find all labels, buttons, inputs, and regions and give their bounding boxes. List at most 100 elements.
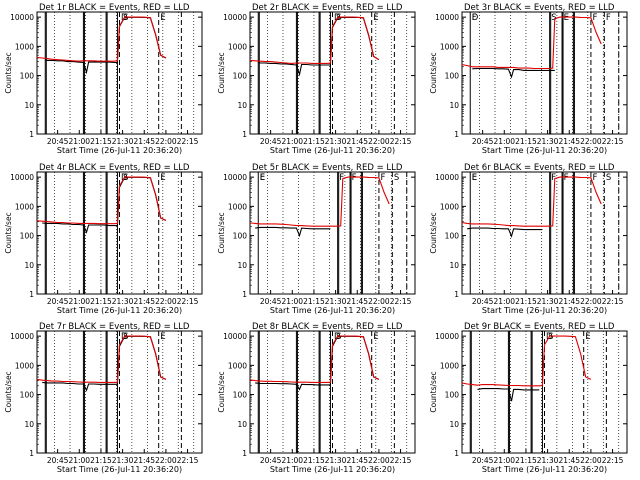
x-tick-label: 21:00 bbox=[68, 137, 90, 146]
event-marker-label: E bbox=[373, 13, 378, 23]
panel-1: Det 1r BLACK = Events, RED = LLD 1 10 100 10… bbox=[4, 3, 203, 155]
x-tick-label: 21:45 bbox=[558, 297, 580, 306]
events-series-line bbox=[467, 227, 543, 238]
event-marker-label: F bbox=[380, 173, 385, 183]
y-tick-label: 1 bbox=[454, 290, 459, 299]
y-axis-label: Counts/sec bbox=[217, 212, 226, 253]
lld-series-line bbox=[461, 335, 592, 387]
y-tick-label: 1000 bbox=[15, 202, 34, 211]
y-tick-label: 1000 bbox=[440, 202, 459, 211]
x-tick-label: 21:30 bbox=[537, 456, 559, 465]
x-axis-label: Start Time (26-Jul-11 20:36:20) bbox=[482, 146, 607, 155]
x-axis-label: Start Time (26-Jul-11 20:36:20) bbox=[57, 146, 182, 155]
y-tick-label: 10000 bbox=[10, 332, 34, 341]
event-marker-label: E bbox=[564, 13, 569, 23]
events-series-line bbox=[477, 388, 540, 402]
x-tick-label: 21:15 bbox=[90, 137, 112, 146]
x-tick-label: 20:45 bbox=[472, 456, 494, 465]
y-axis-label: Counts/sec bbox=[429, 212, 438, 253]
lld-series-line bbox=[36, 16, 167, 62]
x-tick-label: 21:00 bbox=[68, 297, 90, 306]
event-marker-label: E bbox=[260, 173, 265, 183]
y-tick-label: 1000 bbox=[15, 361, 34, 370]
x-tick-label: 21:15 bbox=[515, 456, 537, 465]
y-tick-label: 10 bbox=[237, 101, 247, 110]
panel-4: Det 4r BLACK = Events, RED = LLD 1 10 100 10… bbox=[4, 163, 203, 315]
y-tick-label: 1 bbox=[242, 290, 247, 299]
y-tick-label: 1000 bbox=[440, 361, 459, 370]
y-tick-label: 100 bbox=[233, 232, 248, 241]
panel-title: Det 3r BLACK = Events, RED = LLD bbox=[464, 3, 615, 13]
event-marker-label: E bbox=[585, 332, 590, 342]
event-marker-label: S bbox=[123, 13, 128, 23]
event-marker-label: F bbox=[564, 173, 569, 183]
x-axis-label: Start Time (26-Jul-11 20:36:20) bbox=[270, 465, 395, 474]
y-tick-label: 10000 bbox=[10, 13, 34, 22]
panel-9: Det 9r BLACK = Events, RED = LLD 1 10 100 10… bbox=[429, 322, 628, 474]
panel-title: Det 9r BLACK = Events, RED = LLD bbox=[464, 322, 615, 332]
x-tick-label: 20:45 bbox=[47, 297, 69, 306]
x-tick-label: 21:45 bbox=[346, 456, 368, 465]
y-tick-label: 10000 bbox=[435, 13, 459, 22]
y-tick-label: 1 bbox=[454, 449, 459, 458]
x-tick-label: 21:45 bbox=[558, 456, 580, 465]
x-axis-label: Start Time (26-Jul-11 20:36:20) bbox=[270, 146, 395, 155]
y-tick-label: 100 bbox=[20, 391, 35, 400]
x-tick-label: 20:45 bbox=[260, 456, 282, 465]
x-tick-label: 22:15 bbox=[177, 297, 199, 306]
lld-series-line bbox=[249, 16, 380, 64]
x-tick-label: 21:30 bbox=[537, 137, 559, 146]
x-tick-label: 22:00 bbox=[155, 137, 177, 146]
panel-title: Det 7r BLACK = Events, RED = LLD bbox=[39, 322, 190, 332]
y-tick-label: 1 bbox=[242, 130, 247, 139]
lld-series-line bbox=[36, 176, 167, 225]
y-tick-label: 1 bbox=[242, 449, 247, 458]
x-tick-label: 22:00 bbox=[155, 456, 177, 465]
x-tick-label: 21:15 bbox=[515, 137, 537, 146]
x-tick-label: 22:00 bbox=[155, 297, 177, 306]
x-axis-label: Start Time (26-Jul-11 20:36:20) bbox=[482, 306, 607, 315]
y-tick-label: 1000 bbox=[15, 42, 34, 51]
x-tick-label: 21:45 bbox=[133, 456, 155, 465]
y-tick-label: 10000 bbox=[223, 13, 247, 22]
events-series-line bbox=[255, 226, 331, 238]
x-tick-label: 21:45 bbox=[133, 297, 155, 306]
x-tick-label: 21:00 bbox=[493, 297, 515, 306]
event-marker-label: F bbox=[352, 173, 357, 183]
x-tick-label: 22:00 bbox=[580, 456, 602, 465]
y-tick-label: 1 bbox=[454, 130, 459, 139]
x-tick-label: 21:30 bbox=[112, 456, 134, 465]
y-tick-label: 10000 bbox=[435, 173, 459, 182]
panel-title: Det 4r BLACK = Events, RED = LLD bbox=[39, 163, 190, 173]
y-axis-label: Counts/sec bbox=[4, 52, 13, 93]
event-marker-label: D bbox=[472, 13, 479, 23]
x-tick-label: 22:15 bbox=[390, 297, 412, 306]
y-tick-label: 10 bbox=[237, 261, 247, 270]
x-tick-label: 21:45 bbox=[133, 137, 155, 146]
panel-7: Det 7r BLACK = Events, RED = LLD 1 10 100 10… bbox=[4, 322, 203, 474]
y-tick-label: 100 bbox=[445, 232, 460, 241]
lld-series-line bbox=[249, 176, 390, 227]
y-tick-label: 10 bbox=[449, 101, 459, 110]
y-tick-label: 10000 bbox=[435, 332, 459, 341]
x-tick-label: 21:45 bbox=[346, 137, 368, 146]
panel-5: Det 5r BLACK = Events, RED = LLD 1 10 100 10… bbox=[217, 163, 416, 315]
lld-series-line bbox=[461, 176, 602, 227]
lld-series-line bbox=[461, 16, 602, 70]
lld-series-line bbox=[36, 335, 167, 383]
x-tick-label: 21:15 bbox=[515, 297, 537, 306]
x-axis-label: Start Time (26-Jul-11 20:36:20) bbox=[482, 465, 607, 474]
x-tick-label: 22:15 bbox=[602, 456, 624, 465]
event-marker-label: E bbox=[472, 173, 477, 183]
y-tick-label: 100 bbox=[20, 232, 35, 241]
panel-title: Det 1r BLACK = Events, RED = LLD bbox=[39, 3, 190, 13]
y-tick-label: 100 bbox=[233, 72, 248, 81]
event-marker-label: E bbox=[160, 173, 165, 183]
event-marker-label: F bbox=[551, 173, 556, 183]
event-marker-label: E bbox=[160, 13, 165, 23]
x-tick-label: 20:45 bbox=[47, 456, 69, 465]
panel-8: Det 8r BLACK = Events, RED = LLD 1 10 100 10… bbox=[217, 322, 416, 474]
y-tick-label: 10 bbox=[24, 420, 34, 429]
x-tick-label: 22:00 bbox=[368, 297, 390, 306]
